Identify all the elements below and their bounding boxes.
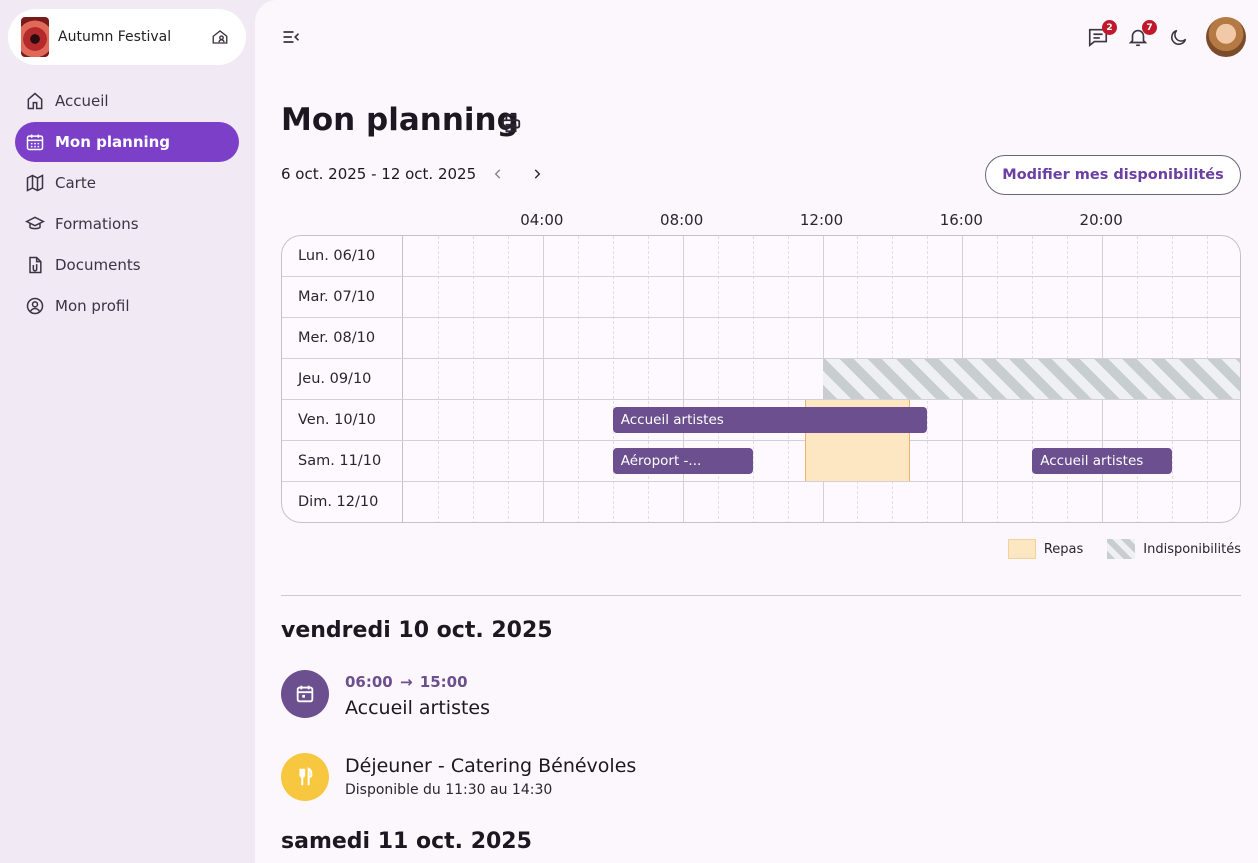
home-icon [25,91,45,111]
print-icon[interactable] [500,112,522,134]
top-actions: 2 7 [1086,17,1246,57]
main-content: 2 7 Mon planning 6 oct. 2025 - 12 oct. 2… [255,0,1258,863]
avatar[interactable] [1206,17,1246,57]
calendar-row: Jeu. 09/10 [282,359,1240,400]
sidebar-nav: Accueil Mon planning Carte Formations Do… [15,81,239,327]
day-label: Jeu. 09/10 [282,359,403,399]
notifications-badge: 7 [1142,20,1157,35]
dark-mode-icon[interactable] [1166,25,1190,49]
grid-line [787,236,789,522]
sidebar-item-carte[interactable]: Carte [15,163,239,203]
previous-week-icon[interactable] [489,164,507,184]
sidebar-item-mon-profil[interactable]: Mon profil [15,286,239,326]
calendar-icon [25,132,45,152]
grid-line [612,236,614,522]
day-heading: samedi 11 oct. 2025 [281,829,532,854]
grid-line [717,236,719,522]
graduation-cap-icon [25,214,45,234]
day-label: Lun. 06/10 [282,236,403,276]
map-icon [25,173,45,193]
calendar-row: Ven. 10/10 [282,400,1240,441]
modify-availability-button[interactable]: Modifier mes disponibilités [985,155,1241,195]
calendar-event[interactable]: Accueil artistes [1032,448,1173,474]
day-label: Ven. 10/10 [282,400,403,440]
legend-unavailable: Indisponibilités [1107,539,1241,559]
day-label: Sam. 11/10 [282,441,403,481]
messages-icon[interactable]: 2 [1086,20,1117,49]
notifications-icon[interactable]: 7 [1126,20,1157,49]
arrow-right-icon: → [399,673,413,691]
divider [281,595,1241,596]
hour-label: 20:00 [1079,211,1123,229]
calendar-row: Sam. 11/10 [282,441,1240,482]
shift-start-time: 06:00 [345,673,393,691]
sidebar-item-label: Carte [55,174,96,192]
calendar-row: Dim. 12/10 [282,482,1240,522]
sidebar-item-label: Formations [55,215,139,233]
sidebar-item-accueil[interactable]: Accueil [15,81,239,121]
festival-selector[interactable]: Autumn Festival [8,9,246,65]
grid-line [647,236,649,522]
sidebar-item-label: Mon profil [55,297,130,315]
grid-line [507,236,509,522]
calendar-hour-axis: 04:00 08:00 12:00 16:00 20:00 [281,211,1241,233]
calendar-row: Mar. 07/10 [282,277,1240,318]
user-circle-icon [25,296,45,316]
meal-title: Déjeuner - Catering Bénévoles [345,755,636,777]
calendar-legend: Repas Indisponibilités [984,539,1241,559]
grid-line [437,236,439,522]
legend-meal-swatch [1007,539,1036,559]
shift-end-time: 15:00 [419,673,468,691]
messages-badge: 2 [1102,20,1117,35]
shift-title[interactable]: Accueil artistes [345,697,491,719]
sidebar-item-mon-planning[interactable]: Mon planning [15,122,239,162]
hour-label: 12:00 [799,211,844,229]
next-week-icon[interactable] [528,164,546,184]
switch-festival-icon[interactable] [208,25,232,49]
meal-name: Déjeuner [345,755,432,777]
page-title: Mon planning [281,102,519,138]
cutlery-icon [281,753,329,801]
shift-time: 06:00 → 15:00 [345,673,468,691]
grid-line [472,236,474,522]
festival-logo [21,17,49,57]
legend-unavailable-swatch [1107,539,1136,559]
sidebar-item-label: Documents [55,256,141,274]
unavailable-block [822,359,1240,399]
sidebar-item-formations[interactable]: Formations [15,204,239,244]
hour-label: 16:00 [939,211,983,229]
calendar-row: Lun. 06/10 [282,236,1240,277]
day-label: Dim. 12/10 [282,482,403,522]
calendar-event[interactable]: Aéroport -... [612,448,753,474]
festival-name: Autumn Festival [58,29,172,45]
legend-meal-label: Repas [1043,541,1084,557]
meal-separator: - [431,755,451,777]
hour-label: 08:00 [660,211,704,229]
shift-calendar-icon [281,670,329,718]
meal-place: Catering Bénévoles [450,755,637,777]
sidebar-item-label: Mon planning [55,133,171,151]
grid-line [542,236,544,522]
grid-line [752,236,754,522]
collapse-menu-icon[interactable] [281,27,301,47]
day-label: Mar. 07/10 [282,277,403,317]
legend-unavailable-label: Indisponibilités [1143,541,1241,557]
sidebar-item-label: Accueil [55,92,109,110]
sidebar: Autumn Festival Accueil Mon planning Car… [0,0,255,863]
week-calendar: Lun. 06/10 Mar. 07/10 Mer. 08/10 Jeu. 09/10… [281,235,1241,523]
day-heading: vendredi 10 oct. 2025 [281,618,553,643]
sidebar-item-documents[interactable]: Documents [15,245,239,285]
calendar-event[interactable]: Accueil artistes [612,407,928,433]
day-label: Mer. 08/10 [282,318,403,358]
date-range: 6 oct. 2025 - 12 oct. 2025 [281,165,477,183]
file-icon [25,255,45,275]
hour-label: 04:00 [520,211,564,229]
grid-line [682,236,684,522]
calendar-row: Mer. 08/10 [282,318,1240,359]
meal-availability: Disponible du 11:30 au 14:30 [345,782,553,798]
legend-meal: Repas [1007,539,1084,559]
grid-line [577,236,579,522]
